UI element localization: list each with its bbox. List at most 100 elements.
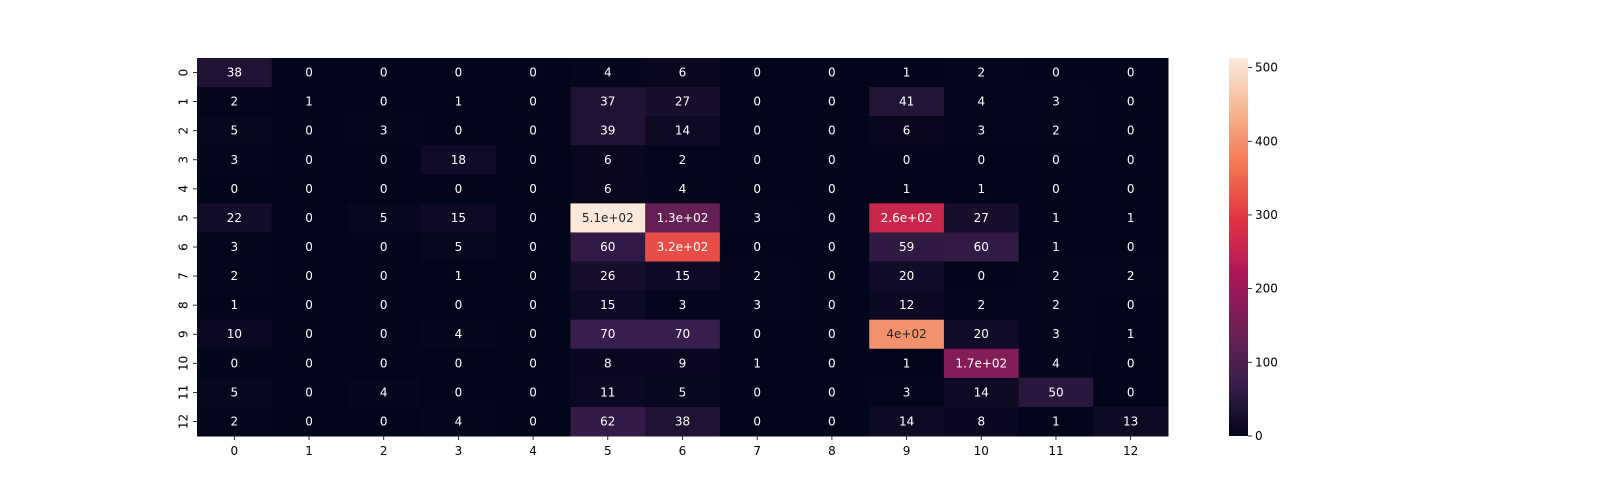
heatmap-cell [1093, 406, 1169, 437]
cell-value-label: 0 [380, 95, 388, 109]
heatmap-cell [1018, 261, 1094, 292]
heatmap-cell [645, 348, 721, 379]
cell-value-label: 0 [1052, 182, 1060, 196]
cell-value-label: 1 [1052, 211, 1060, 225]
heatmap-cell [570, 377, 646, 408]
heatmap-cell [1093, 348, 1169, 379]
cell-value-label: 2 [231, 414, 239, 428]
x-tick-label: 10 [974, 444, 989, 458]
heatmap-cell [570, 261, 646, 292]
heatmap-cell [1093, 203, 1169, 233]
heatmap-cell [271, 145, 347, 175]
cell-value-label: 6 [679, 66, 687, 80]
heatmap-cell [943, 87, 1020, 117]
heatmap-cell [645, 261, 721, 292]
heatmap-cell [421, 348, 497, 379]
cell-value-label: 4e+02 [886, 327, 926, 341]
heatmap-cell [346, 290, 422, 321]
heatmap-cell [346, 261, 422, 292]
heatmap-cell [1018, 377, 1094, 408]
cell-value-label: 0 [1127, 356, 1135, 370]
y-tick-label: 1 [177, 98, 191, 106]
cell-value-label: 20 [899, 269, 914, 283]
cell-value-label: 9 [679, 356, 687, 370]
heatmap-cell [1018, 203, 1094, 233]
heatmap-cell [495, 203, 571, 233]
heatmap-cell [719, 319, 796, 350]
cell-value-label: 13 [1123, 414, 1138, 428]
heatmap-cell [719, 87, 796, 117]
cell-value-label: 37 [600, 95, 615, 109]
heatmap-cell-labels: 38 0 0 0 0 4 6 0 0 1 2 0 02 1 0 1 0 37 27 0 0 41 4 3 05 0 3 0 0 39 14 0… [227, 66, 1139, 429]
heatmap-cell [794, 261, 870, 292]
heatmap-cell [570, 348, 646, 379]
heatmap-cell [645, 203, 721, 233]
heatmap-cell [197, 348, 273, 379]
x-axis: 0 1 2 3 4 5 6 7 8 9 10 11 12 [231, 436, 1138, 458]
cell-value-label: 3 [753, 211, 761, 225]
cell-value-label: 27 [974, 211, 989, 225]
heatmap-cell [346, 87, 422, 117]
cell-value-label: 15 [600, 298, 615, 312]
x-tick-label: 7 [753, 444, 761, 458]
heatmap-cell [346, 203, 422, 233]
heatmap-cell [495, 319, 571, 350]
cell-value-label: 5 [231, 124, 239, 138]
x-tick-label: 1 [305, 444, 313, 458]
heatmap-cell [1018, 174, 1094, 204]
heatmap-cell [570, 406, 646, 437]
heatmap-cell [1018, 232, 1094, 263]
cell-value-label: 0 [753, 182, 761, 196]
heatmap-cell [570, 116, 646, 146]
cell-value-label: 3 [753, 298, 761, 312]
heatmap-cell [645, 116, 721, 146]
heatmap-cell [943, 290, 1020, 321]
cell-value-label: 5 [679, 385, 687, 399]
heatmap-cell [197, 58, 273, 88]
cell-value-label: 18 [451, 153, 466, 167]
cell-value-label: 0 [1127, 95, 1135, 109]
cell-value-label: 0 [828, 269, 836, 283]
cell-value-label: 14 [899, 414, 914, 428]
heatmap-cell [570, 203, 646, 233]
x-tick-label: 12 [1123, 444, 1138, 458]
cell-value-label: 0 [977, 269, 985, 283]
heatmap-cell [943, 406, 1020, 437]
cell-value-label: 0 [828, 124, 836, 138]
cell-value-label: 0 [828, 385, 836, 399]
heatmap-cell [869, 348, 945, 379]
cell-value-label: 0 [455, 124, 463, 138]
heatmap-cell [1018, 406, 1094, 437]
heatmap-cell [719, 406, 796, 437]
heatmap-cell [421, 290, 497, 321]
cell-value-label: 0 [1127, 298, 1135, 312]
cell-value-label: 27 [675, 95, 690, 109]
cell-value-label: 0 [529, 356, 537, 370]
cell-value-label: 5 [455, 240, 463, 254]
cell-value-label: 3 [1052, 95, 1060, 109]
heatmap-cell [1093, 116, 1169, 146]
heatmap-cell [645, 58, 721, 88]
heatmap-cell [271, 319, 347, 350]
y-tick-label: 7 [177, 272, 191, 280]
cell-value-label: 1 [1052, 240, 1060, 254]
heatmap-cell [1093, 319, 1169, 350]
cell-value-label: 11 [600, 385, 615, 399]
heatmap-cell [197, 232, 273, 263]
heatmap-cell [943, 174, 1020, 204]
heatmap-cell [495, 58, 571, 88]
heatmap-cell [495, 87, 571, 117]
heatmap-cell [943, 145, 1020, 175]
heatmap-cell [719, 58, 796, 88]
cell-value-label: 1 [455, 269, 463, 283]
heatmap-cell [645, 232, 721, 263]
y-tick-label: 12 [177, 414, 191, 429]
heatmap-cell [570, 58, 646, 88]
heatmap-cell [869, 116, 945, 146]
heatmap-cell [271, 174, 347, 204]
heatmap-cell [719, 348, 796, 379]
heatmap-cell [869, 290, 945, 321]
heatmap-cell [719, 145, 796, 175]
heatmap-cell [495, 116, 571, 146]
cell-value-label: 0 [455, 298, 463, 312]
